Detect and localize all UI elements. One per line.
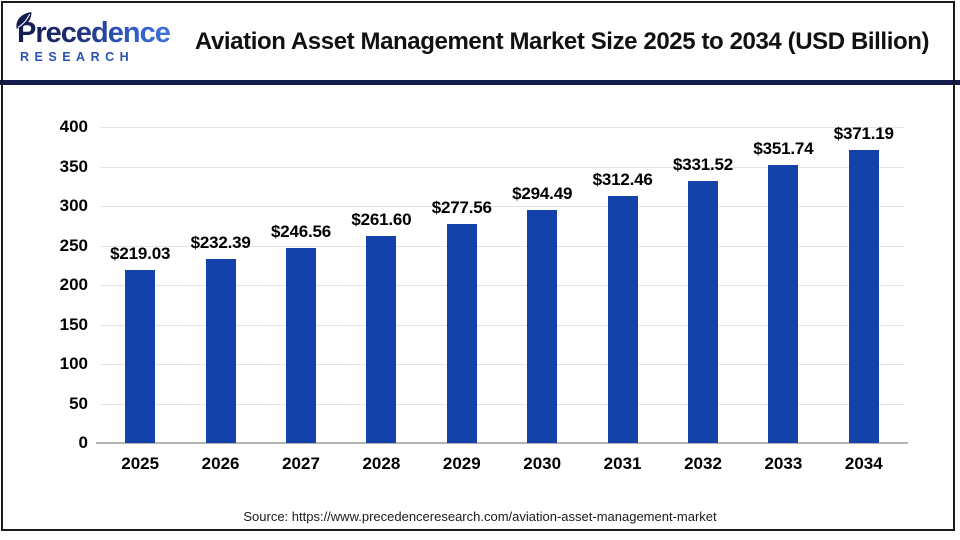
logo-text-research: RESEARCH (20, 50, 135, 65)
precedence-research-logo: Precedence RESEARCH (3, 12, 171, 65)
y-axis-label-200: 200 (59, 275, 88, 294)
bar-value-2025: $219.03 (110, 243, 171, 263)
bar-value-2033: $351.74 (753, 139, 814, 159)
x-axis-label-2031: 2031 (603, 454, 642, 473)
bar-2025 (125, 269, 156, 443)
logo-text-precedence: Precedence (17, 17, 171, 50)
gridline-250 (100, 245, 904, 247)
y-axis-label-400: 400 (59, 117, 88, 136)
x-axis-label-2030: 2030 (523, 454, 562, 473)
x-axis-line (96, 442, 908, 444)
y-axis-label-300: 300 (59, 196, 88, 215)
x-axis-label-2034: 2034 (844, 454, 883, 473)
bar-2029 (446, 223, 477, 443)
bar-2030 (527, 210, 558, 443)
x-axis-label-2032: 2032 (684, 454, 722, 473)
x-axis-label-2025: 2025 (121, 454, 160, 473)
y-axis-label-350: 350 (59, 156, 88, 176)
gridline-50 (100, 403, 904, 405)
x-axis-label-2028: 2028 (362, 454, 401, 473)
source-text: Source: https://www.precedenceresearch.c… (243, 509, 717, 524)
bar-value-2034: $371.19 (833, 123, 894, 143)
x-axis-label-2027: 2027 (282, 454, 320, 473)
chart-title: Aviation Asset Management Market Size 20… (194, 27, 930, 55)
bar-value-2032: $331.52 (672, 155, 734, 175)
bar-value-2029: $277.56 (431, 197, 492, 217)
bar-value-2026: $232.39 (190, 233, 251, 253)
bar-value-2028: $261.60 (351, 210, 412, 230)
gridline-350 (100, 166, 904, 168)
y-axis-label-250: 250 (59, 235, 88, 255)
logo-wordmark: Precedence (16, 12, 171, 50)
bar-2033 (768, 165, 799, 443)
bar-2028 (366, 236, 397, 443)
x-axis-label-2033: 2033 (764, 454, 803, 473)
x-axis-label-2026: 2026 (201, 454, 240, 473)
gridline-150 (100, 324, 904, 326)
y-axis-label-50: 50 (69, 393, 88, 413)
x-axis-label-2029: 2029 (442, 454, 481, 473)
gridline-100 (100, 364, 904, 365)
bar-value-2030: $294.49 (512, 184, 573, 204)
y-axis-label-150: 150 (59, 314, 88, 334)
bar-value-2027: $246.56 (270, 222, 332, 242)
gridline-300 (100, 206, 904, 207)
header-divider (0, 80, 960, 85)
y-axis-label-0: 0 (78, 433, 88, 452)
bar-2026 (205, 259, 236, 443)
gridline-200 (100, 285, 904, 286)
bar-2034 (848, 149, 879, 443)
y-axis-label-100: 100 (59, 354, 88, 373)
bar-2032 (688, 181, 718, 443)
bar-2027 (286, 248, 316, 443)
gridline-400 (100, 127, 904, 128)
bar-value-2031: $312.46 (592, 170, 653, 190)
leaf-icon (16, 12, 32, 29)
bar-2031 (607, 196, 638, 443)
header: Precedence RESEARCH Aviation Asset Manag… (3, 3, 953, 80)
